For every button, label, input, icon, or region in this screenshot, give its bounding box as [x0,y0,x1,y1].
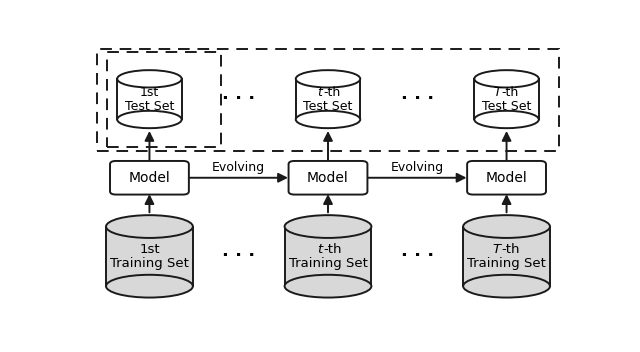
Ellipse shape [474,111,539,128]
Text: Model: Model [129,171,170,185]
Text: t: t [317,243,322,256]
Text: Training Set: Training Set [289,257,367,270]
Ellipse shape [285,215,371,238]
Ellipse shape [117,70,182,88]
Ellipse shape [296,70,360,88]
Ellipse shape [463,275,550,297]
Bar [117,79,182,119]
Text: · · ·: · · · [222,247,255,265]
Text: 1st: 1st [139,243,160,256]
Bar [285,227,371,286]
Ellipse shape [296,111,360,128]
Text: t: t [317,86,322,99]
Text: Model: Model [307,171,349,185]
Ellipse shape [463,215,550,238]
Ellipse shape [285,275,371,297]
Text: -th: -th [502,243,520,256]
FancyBboxPatch shape [289,161,367,195]
Text: Training Set: Training Set [110,257,189,270]
Text: Model: Model [486,171,527,185]
Text: Test Set: Test Set [482,100,531,113]
Text: Evolving: Evolving [212,161,266,174]
Text: · · ·: · · · [401,247,434,265]
Text: Test Set: Test Set [125,100,174,113]
Text: -th: -th [502,86,519,99]
Text: -th: -th [323,243,342,256]
FancyBboxPatch shape [110,161,189,195]
Text: T: T [493,243,500,256]
Text: 1st: 1st [140,86,159,99]
Ellipse shape [106,275,193,297]
Bar [463,227,550,286]
Bar [474,79,539,119]
Text: Training Set: Training Set [467,257,546,270]
Text: T: T [493,86,500,99]
Bar [106,227,193,286]
Ellipse shape [117,111,182,128]
Text: Evolving: Evolving [390,161,444,174]
Ellipse shape [474,70,539,88]
Text: · · ·: · · · [222,90,255,108]
Text: · · ·: · · · [401,90,434,108]
FancyBboxPatch shape [467,161,546,195]
Bar [296,79,360,119]
Text: -th: -th [323,86,340,99]
Text: Test Set: Test Set [303,100,353,113]
Ellipse shape [106,215,193,238]
